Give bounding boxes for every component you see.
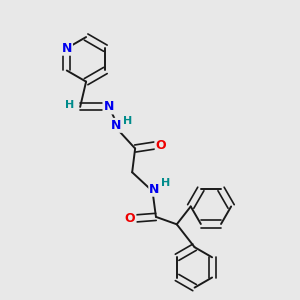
Text: H: H <box>123 116 132 126</box>
Text: N: N <box>149 183 160 196</box>
Text: O: O <box>156 139 166 152</box>
Text: O: O <box>125 212 135 225</box>
Text: N: N <box>111 119 122 132</box>
Text: N: N <box>61 42 72 55</box>
Text: H: H <box>161 178 170 188</box>
Text: H: H <box>65 100 74 110</box>
Text: N: N <box>104 100 114 113</box>
